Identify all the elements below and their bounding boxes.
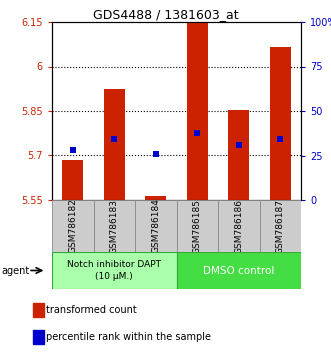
Bar bbox=[62, 160, 83, 200]
Bar bbox=[104, 89, 125, 200]
Bar bbox=[33, 303, 44, 317]
Text: GDS4488 / 1381603_at: GDS4488 / 1381603_at bbox=[93, 8, 238, 21]
Bar bbox=[218, 200, 260, 252]
Bar bbox=[260, 200, 301, 252]
Text: GSM786185: GSM786185 bbox=[193, 199, 202, 253]
Text: DMSO control: DMSO control bbox=[203, 266, 274, 275]
Text: GSM786182: GSM786182 bbox=[68, 199, 77, 253]
Bar bbox=[52, 252, 176, 289]
Bar bbox=[93, 200, 135, 252]
Text: GSM786187: GSM786187 bbox=[276, 199, 285, 253]
Text: GSM786184: GSM786184 bbox=[151, 199, 160, 253]
Text: Notch inhibitor DAPT
(10 μM.): Notch inhibitor DAPT (10 μM.) bbox=[67, 261, 161, 281]
Bar bbox=[270, 47, 291, 200]
Text: transformed count: transformed count bbox=[46, 305, 137, 315]
Text: GSM786186: GSM786186 bbox=[234, 199, 243, 253]
Bar bbox=[176, 252, 301, 289]
Bar bbox=[145, 195, 166, 200]
Bar bbox=[33, 330, 44, 344]
Text: GSM786183: GSM786183 bbox=[110, 199, 119, 253]
Bar bbox=[52, 200, 93, 252]
Text: percentile rank within the sample: percentile rank within the sample bbox=[46, 332, 211, 342]
Text: agent: agent bbox=[2, 266, 30, 275]
Bar bbox=[176, 200, 218, 252]
Bar bbox=[187, 21, 208, 200]
Bar bbox=[135, 200, 176, 252]
Bar bbox=[228, 109, 249, 200]
